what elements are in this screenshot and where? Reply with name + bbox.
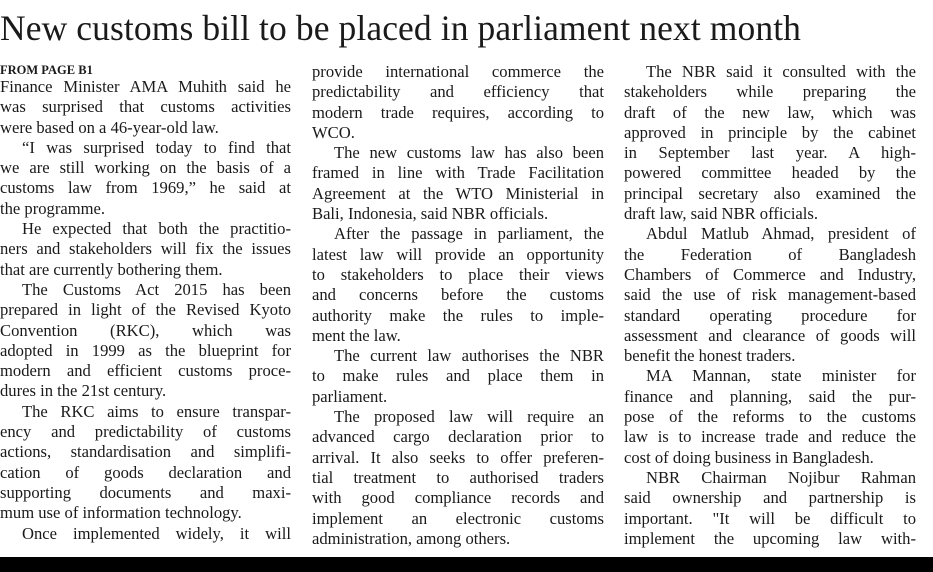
text-line: said the use of risk management-based bbox=[624, 285, 916, 305]
text-line: MA Mannan, state minister for bbox=[646, 366, 916, 386]
paragraph: The NBR said it consulted with the stakeh… bbox=[624, 62, 916, 224]
text-line: law is to increase trade and reduce the bbox=[624, 427, 916, 447]
text-line: Bali, Indonesia, said NBR officials. bbox=[312, 204, 549, 224]
column-3: The NBR said it consulted with the stakeh… bbox=[624, 62, 916, 549]
text-line: Convention (RKC), which was bbox=[0, 320, 291, 340]
text-line: to make rules and place them in bbox=[312, 366, 604, 386]
text-line: approved in principle by the cabinet bbox=[624, 122, 916, 142]
text-line: ment the law. bbox=[312, 325, 401, 345]
text-line: advanced cargo declaration prior to bbox=[312, 427, 604, 447]
text-line: The current law authorises the NBR bbox=[334, 346, 604, 366]
text-line: The Customs Act 2015 has been bbox=[22, 279, 291, 299]
text-line: modern and efficient customs proce- bbox=[0, 361, 291, 381]
text-line: provide international commerce the bbox=[312, 62, 604, 81]
text-line: cost of doing business in Bangladesh. bbox=[624, 447, 874, 467]
text-line: dures in the 21st century. bbox=[0, 381, 167, 401]
text-line: supporting documents and maxi- bbox=[0, 482, 291, 502]
text-line: latest law will provide an opportunity bbox=[312, 244, 604, 264]
text-line: authority make the rules to imple- bbox=[312, 305, 604, 325]
paragraph: He expected that both the practitio-ners… bbox=[0, 219, 291, 280]
text-line: adopted in 1999 as the blueprint for bbox=[0, 340, 291, 360]
headline: New customs bill to be placed in parliam… bbox=[0, 8, 802, 48]
text-line: draft law, said NBR officials. bbox=[624, 204, 819, 224]
text-line: assessment and clearance of goods will bbox=[624, 325, 916, 345]
paragraph: “I was surprised today to find that we ar… bbox=[0, 138, 291, 219]
kicker-from-page: FROM PAGE B1 bbox=[0, 63, 93, 77]
text-line: “I was surprised today to find that bbox=[22, 137, 291, 157]
text-line: the Federation of Bangladesh bbox=[624, 244, 916, 264]
text-line: draft of the new law, which was bbox=[624, 102, 916, 122]
text-line: ners and stakeholders will fix the issue… bbox=[0, 239, 291, 259]
text-line: customs law from 1969,” he said at bbox=[0, 178, 291, 198]
text-line: He expected that both the practitio- bbox=[22, 219, 291, 239]
text-line: the programme. bbox=[0, 198, 106, 218]
text-line: benefit the honest traders. bbox=[624, 346, 796, 366]
paragraph: The RKC aims to ensure transpar-ency and… bbox=[0, 402, 291, 524]
column-2: provide international commerce the predic… bbox=[312, 62, 604, 549]
text-line: prepared in light of the Revised Kyoto bbox=[0, 300, 291, 320]
text-line: was surprised that customs activities bbox=[0, 97, 291, 117]
text-line: to stakeholders to place their views bbox=[312, 264, 604, 284]
text-line: After the passage in parliament, the bbox=[334, 224, 604, 244]
paragraph: The current law authorises the NBR to mak… bbox=[312, 346, 604, 407]
text-line: that are currently bothering them. bbox=[0, 259, 223, 279]
text-line: Once implemented widely, it will bbox=[22, 523, 291, 543]
text-line: framed in line with Trade Facilitation bbox=[312, 163, 604, 183]
text-line: The new customs law has also been bbox=[334, 143, 604, 163]
text-line: stakeholders while preparing the bbox=[624, 82, 916, 102]
text-line: with good compliance records and bbox=[312, 488, 604, 508]
column-1: FROM PAGE B1 Finance Minister AMA Muhith… bbox=[0, 62, 291, 544]
text-line: The proposed law will require an bbox=[334, 407, 604, 427]
paragraph: After the passage in parliament, the late… bbox=[312, 224, 604, 346]
text-line: principal secretary also examined the bbox=[624, 183, 916, 203]
text-line: administration, among others. bbox=[312, 528, 511, 548]
text-line: arrival. It also seeks to offer preferen… bbox=[312, 447, 604, 467]
text-line: predictability and efficiency that bbox=[312, 82, 604, 102]
text-line: were based on a 46-year-old law. bbox=[0, 117, 219, 137]
paragraph: provide international commerce the predic… bbox=[312, 62, 604, 143]
text-line: implement an electronic customs bbox=[312, 508, 604, 528]
text-line: Abdul Matlub Ahmad, president of bbox=[646, 224, 916, 244]
text-line: parliament. bbox=[312, 386, 388, 406]
text-line: finance and planning, said the pur- bbox=[624, 386, 916, 406]
text-line: and concerns before the customs bbox=[312, 285, 604, 305]
text-line: mum use of information technology. bbox=[0, 503, 242, 523]
paragraph: The new customs law has also been framed … bbox=[312, 143, 604, 224]
text-line: Finance Minister AMA Muhith said he bbox=[0, 77, 291, 96]
paragraph: MA Mannan, state minister for finance and… bbox=[624, 366, 916, 467]
text-line: NBR Chairman Nojibur Rahman bbox=[646, 467, 916, 487]
text-line: WCO. bbox=[312, 122, 355, 142]
text-line: standard operating procedure for bbox=[624, 305, 916, 325]
text-line: Chambers of Commerce and Industry, bbox=[624, 264, 916, 284]
paragraph: NBR Chairman Nojibur Rahman said ownershi… bbox=[624, 468, 916, 549]
text-line: we are still working on the basis of a bbox=[0, 158, 291, 178]
text-line: modern trade requires, according to bbox=[312, 102, 604, 122]
bottom-black-bar bbox=[0, 557, 933, 572]
text-line: powered committee headed by the bbox=[624, 163, 916, 183]
paragraph: Finance Minister AMA Muhith said he was s… bbox=[0, 77, 291, 138]
text-line: pose of the reforms to the customs bbox=[624, 407, 916, 427]
text-line: tial treatment to authorised traders bbox=[312, 467, 604, 487]
text-line: ency and predictability of customs bbox=[0, 422, 291, 442]
text-line: actions, standardisation and simplifi- bbox=[0, 442, 291, 462]
text-line: in September last year. A high- bbox=[624, 143, 916, 163]
text-line: The RKC aims to ensure transpar- bbox=[22, 401, 291, 421]
text-line: implement the upcoming law with- bbox=[624, 528, 916, 548]
text-line: important. "It will be difficult to bbox=[624, 508, 916, 528]
paragraph: The Customs Act 2015 has been prepared in… bbox=[0, 280, 291, 402]
text-line: Agreement at the WTO Ministerial in bbox=[312, 183, 604, 203]
text-line: cation of goods declaration and bbox=[0, 462, 291, 482]
paragraph: Abdul Matlub Ahmad, president of the Fede… bbox=[624, 224, 916, 366]
paragraph: Once implemented widely, it will bbox=[0, 524, 291, 544]
text-line: said ownership and partnership is bbox=[624, 488, 916, 508]
paragraph: The proposed law will require an advanced… bbox=[312, 407, 604, 549]
text-line: The NBR said it consulted with the bbox=[646, 62, 916, 81]
